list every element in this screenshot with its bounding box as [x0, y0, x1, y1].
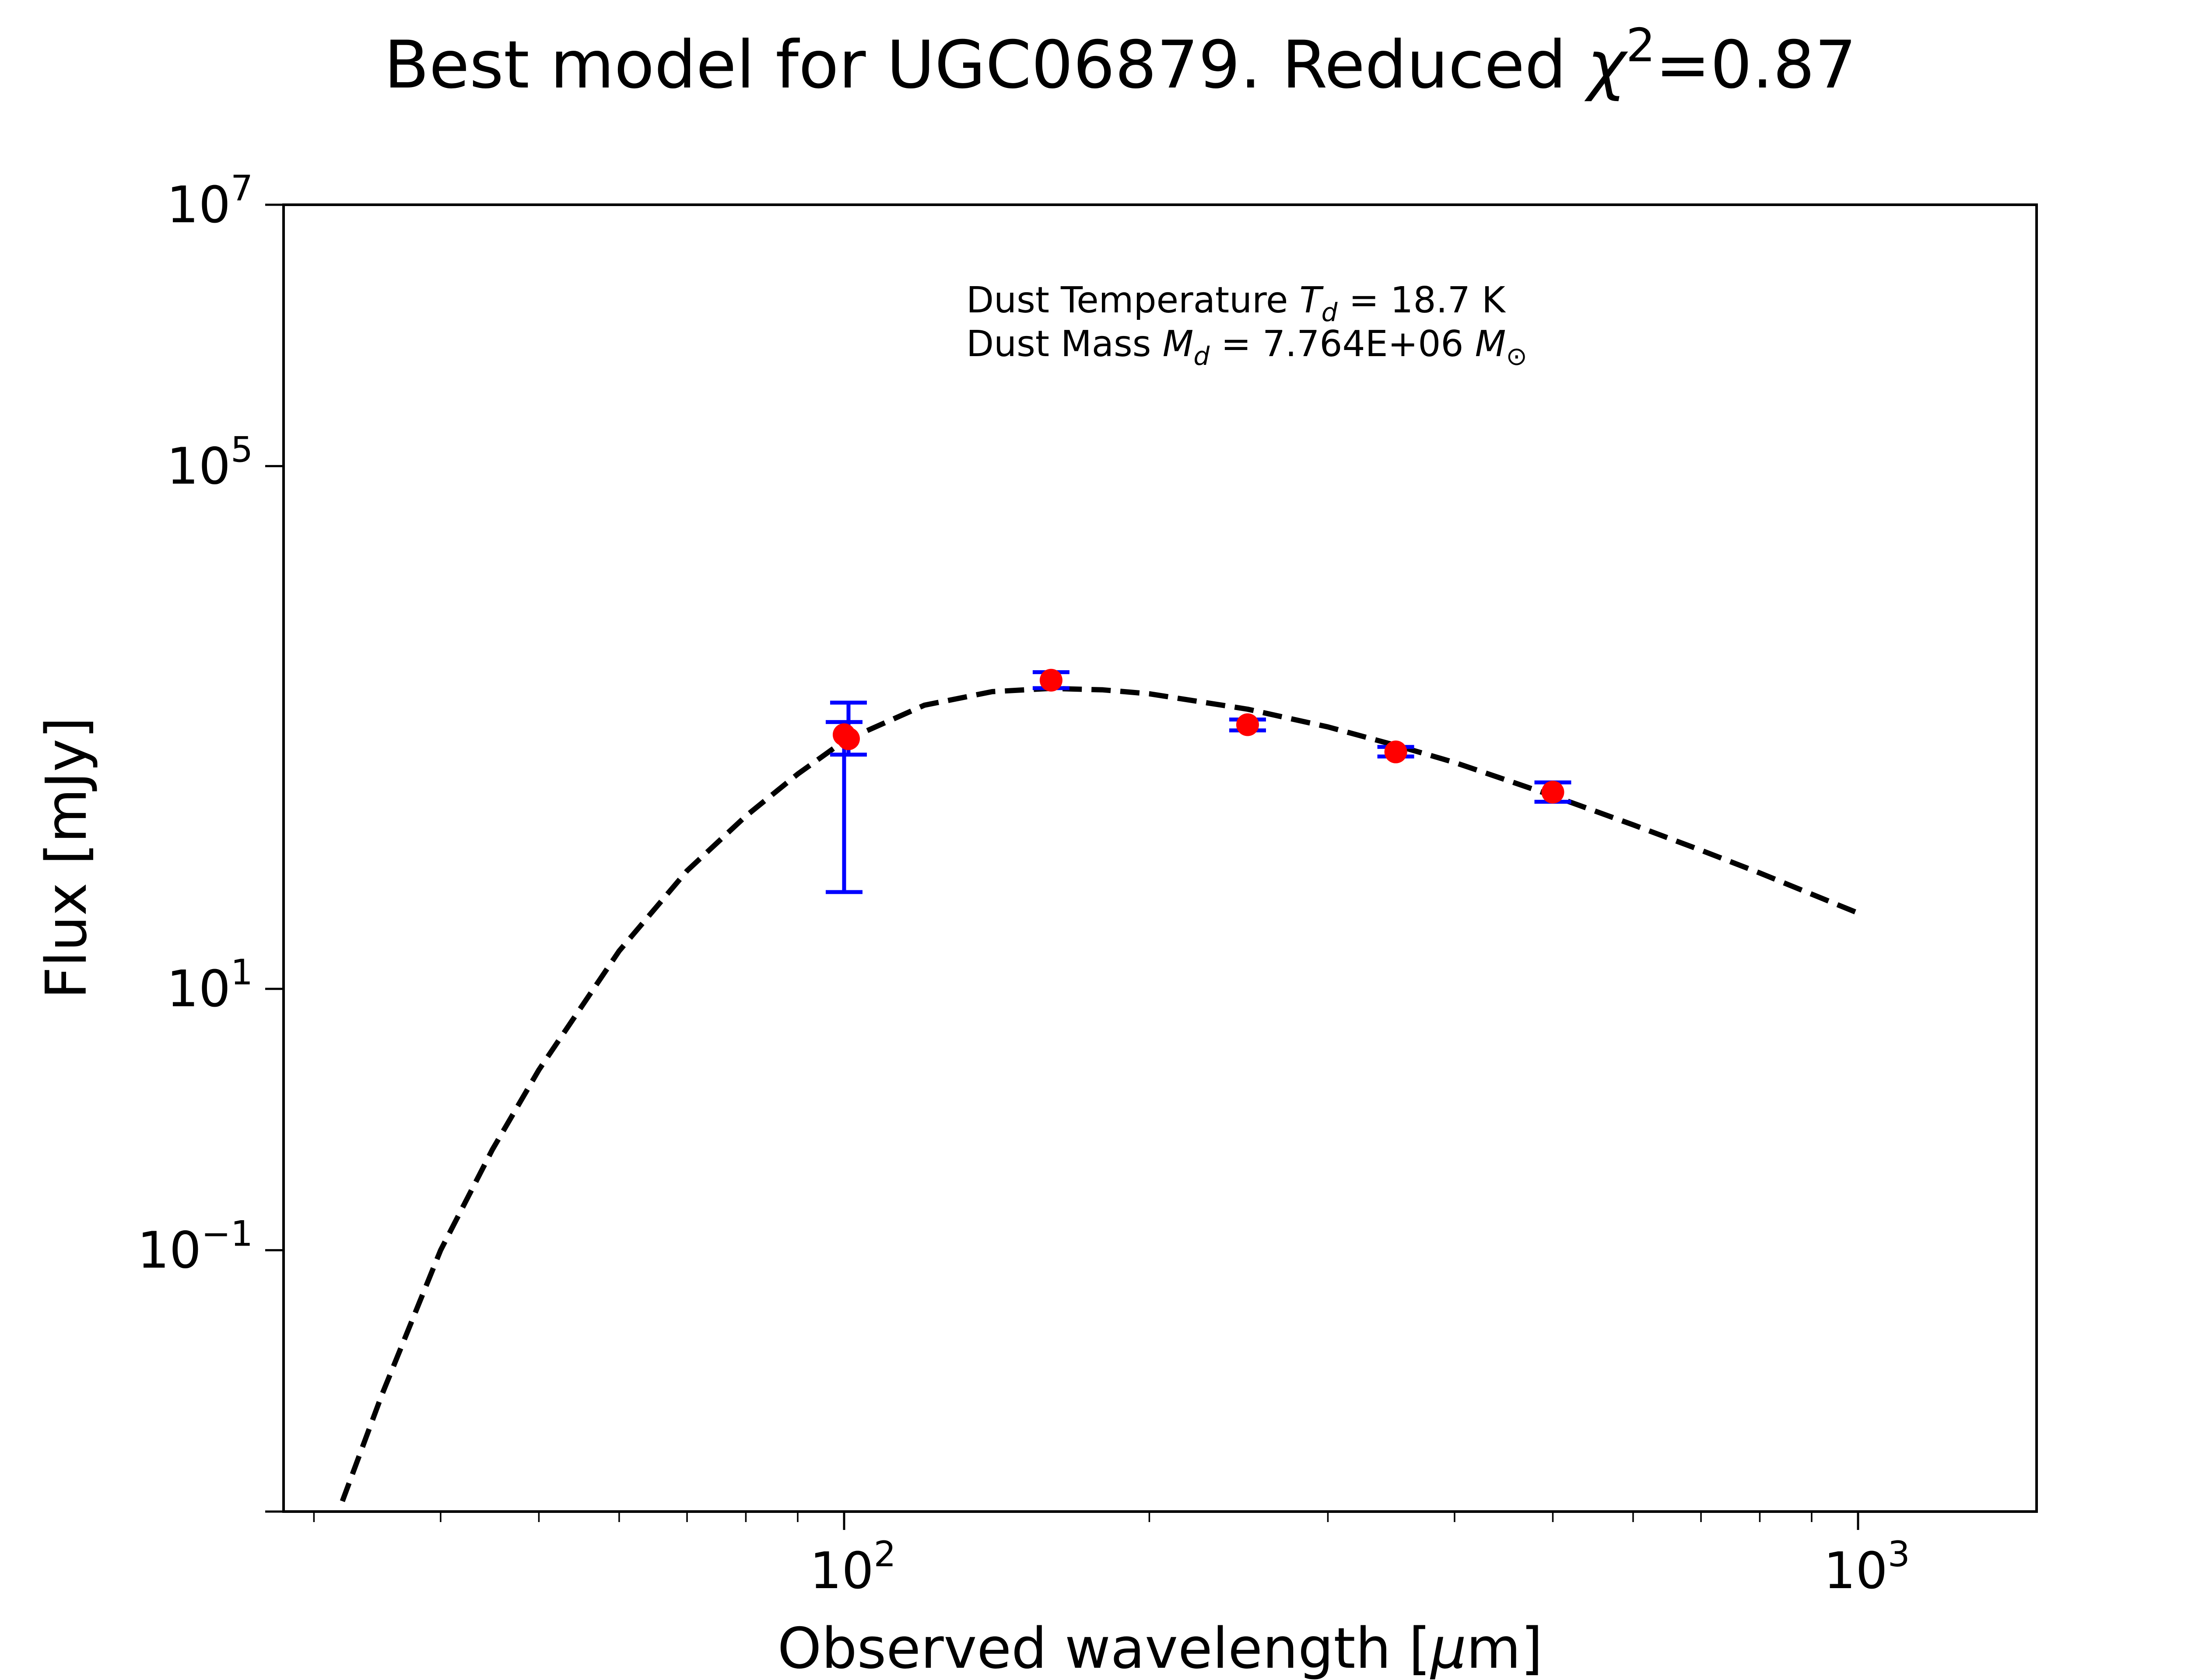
chart-title: Best model for UGC06879. Reduced χ2=0.87 — [384, 19, 1857, 103]
data-point — [837, 727, 860, 750]
data-point — [1541, 780, 1564, 804]
data-point — [1039, 668, 1062, 692]
x-tick-label: 103 — [1823, 1534, 1910, 1600]
y-tick-label: 101 — [167, 952, 253, 1018]
annotation-temperature: Dust Temperature Td = 18.7 K — [966, 280, 1506, 327]
annotation-mass: Dust Mass Md = 7.764E+06 M⊙ — [966, 323, 1527, 371]
data-point — [1236, 713, 1259, 736]
x-axis-ticks: 102 103 — [313, 1512, 1910, 1600]
data-points — [832, 668, 1564, 804]
x-tick-label: 102 — [810, 1534, 896, 1600]
y-axis-ticks: 10−1 101 105 107 — [137, 168, 284, 1513]
data-point — [1384, 740, 1407, 763]
x-axis-label: Observed wavelength [μm] — [778, 1616, 1543, 1680]
model-line — [340, 686, 1859, 1502]
y-tick-label: 107 — [167, 168, 253, 234]
plot-frame — [282, 203, 2038, 1513]
model-curve — [340, 686, 1859, 1502]
y-tick-label: 105 — [167, 429, 253, 496]
y-axis-label: Flux [mJy] — [34, 717, 99, 999]
y-tick-label: 10−1 — [137, 1214, 253, 1280]
